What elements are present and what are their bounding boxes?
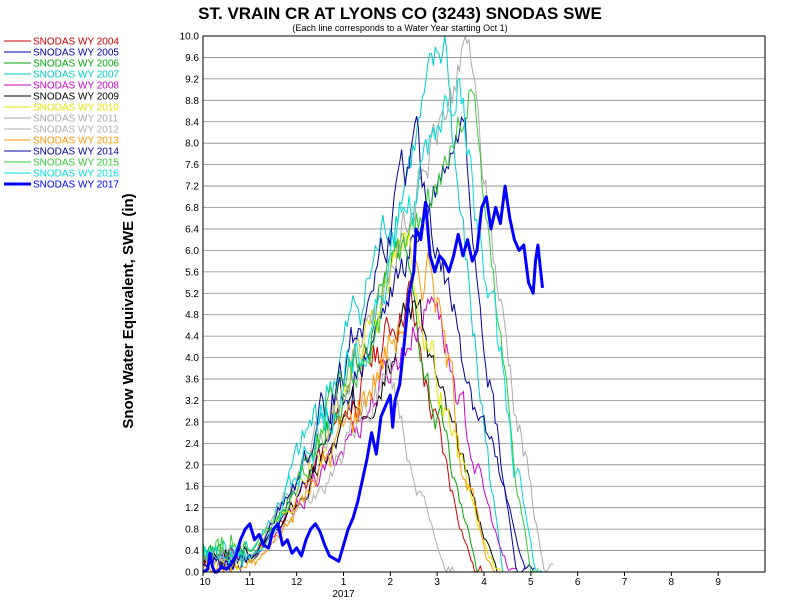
series-line-2017 [202,184,544,574]
x-tick-label: 2 [388,577,394,588]
x-tick-label: 4 [481,577,487,588]
legend-label: SNODAS WY 2012 [33,125,119,136]
y-tick-label: 8.0 [185,139,199,150]
y-tick-label: 0.0 [185,568,199,579]
y-tick-label: 9.6 [185,53,199,64]
plot-frame [202,35,766,573]
y-tick-label: 3.2 [185,396,199,407]
y-tick-label: 6.0 [185,246,199,257]
x-tick-label: 3 [434,577,440,588]
y-tick-label: 1.2 [185,503,199,514]
x-tick-label: 6 [575,577,581,588]
y-tick-label: 5.6 [185,267,199,278]
series-line-2009 [202,299,507,573]
x-tick-label: 11 [245,577,256,588]
y-tick-label: 9.2 [185,74,199,85]
legend-label: SNODAS WY 2007 [33,70,119,81]
series-line-2006 [202,233,488,573]
y-tick-label: 4.4 [185,332,199,343]
series-line-2011 [202,34,554,573]
x-tick-label: 12 [291,577,303,588]
y-tick-labels: 0.0 0.4 0.8 1.2 1.6 2.0 2.4 2.8 3.2 3.6 4.0 4.4 4.8 5… [180,32,200,579]
legend-label: SNODAS WY 2017 [33,180,119,191]
y-axis-label: Snow Water Equivalent, SWE (in) [120,193,137,428]
grid-lines [202,35,765,576]
x-tick-label: 1 [341,577,347,588]
series-line-2005 [202,115,526,573]
y-tick-label: 10.0 [180,32,200,43]
legend-label: SNODAS WY 2014 [33,147,119,158]
y-tick-label: 3.6 [185,375,199,386]
y-tick-label: 8.4 [185,117,199,128]
y-tick-label: 2.8 [185,417,199,428]
series-line-2007 [202,35,511,573]
y-tick-label: 2.0 [185,460,199,471]
y-tick-label: 0.4 [185,546,199,557]
series-line-2015 [202,88,539,573]
series-line-2008 [202,296,516,571]
x-tick-label: 5 [528,577,534,588]
y-tick-label: 6.8 [185,203,199,214]
series-lines [202,34,554,574]
x-tick-label: 8 [669,577,675,588]
legend-label: SNODAS WY 2010 [33,103,119,114]
series-line-2013 [202,252,498,574]
series-line-2016 [202,77,544,573]
legend-label: SNODAS WY 2004 [33,37,119,48]
legend-label: SNODAS WY 2009 [33,92,119,103]
y-tick-label: 2.4 [185,439,199,450]
legend-label: SNODAS WY 2016 [33,169,119,180]
y-tick-label: 1.6 [185,482,199,493]
x-tick-label: 10 [199,577,211,588]
legend-label: SNODAS WY 2006 [33,59,119,70]
y-tick-label: 6.4 [185,224,199,235]
chart-title: ST. VRAIN CR AT LYONS CO (3243) SNODAS S… [198,4,602,23]
chart-subtitle: (Each line corresponds to a Water Year s… [292,23,507,33]
legend-label: SNODAS WY 2008 [33,81,119,92]
y-tick-label: 8.8 [185,96,199,107]
y-tick-label: 5.2 [185,289,199,300]
y-tick-label: 4.0 [185,353,199,364]
legend-label: SNODAS WY 2011 [33,114,119,125]
y-tick-label: 7.2 [185,182,199,193]
legend-label: SNODAS WY 2013 [33,136,119,147]
y-tick-label: 0.8 [185,525,199,536]
x-tick-label: 7 [622,577,628,588]
legend-label: SNODAS WY 2015 [33,158,119,169]
y-tick-label: 4.8 [185,310,199,321]
x-year-label: 2017 [332,589,355,600]
x-tick-label: 9 [715,577,721,588]
series-line-2014 [202,115,535,572]
y-tick-label: 7.6 [185,160,199,171]
legend-label: SNODAS WY 2005 [33,48,119,59]
